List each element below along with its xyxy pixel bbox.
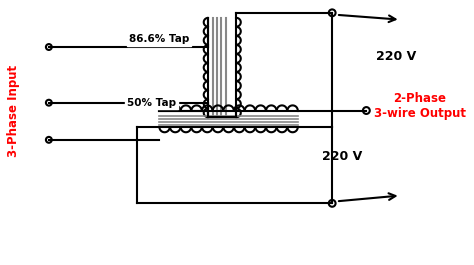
Text: 86.6% Tap: 86.6% Tap <box>129 34 190 44</box>
Text: 220 V: 220 V <box>376 50 416 63</box>
Text: 220 V: 220 V <box>322 150 363 163</box>
Text: 3-Phase Input: 3-Phase Input <box>7 64 20 157</box>
Text: 50% Tap: 50% Tap <box>127 98 176 108</box>
Text: 2-Phase
3-wire Output: 2-Phase 3-wire Output <box>374 92 466 120</box>
